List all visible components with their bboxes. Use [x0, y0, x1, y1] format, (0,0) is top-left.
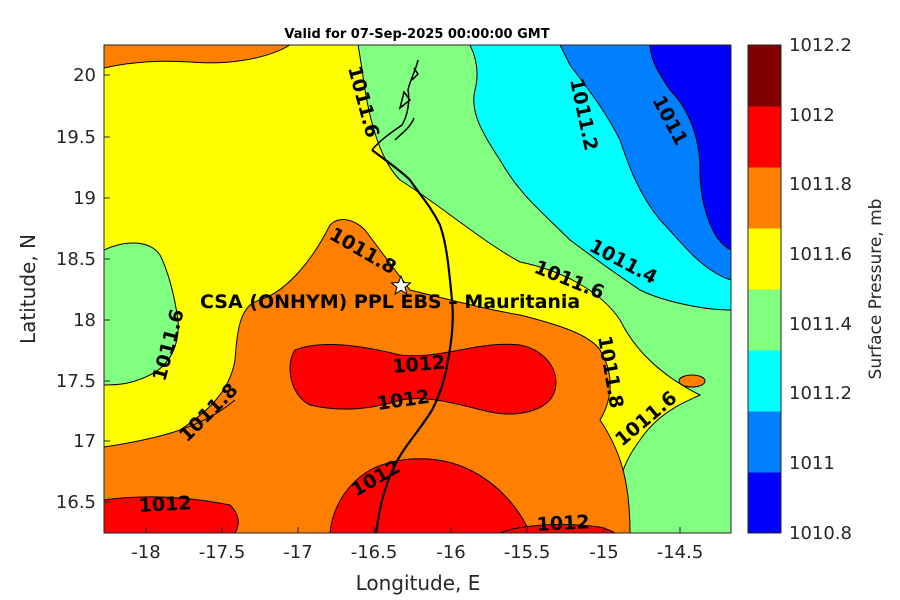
contour-label: 1012: [392, 351, 447, 378]
colorbar-tick-label: 1011: [789, 453, 835, 474]
colorbar-tick-label: 1011.4: [789, 314, 852, 335]
region-red-central: [289, 343, 557, 415]
x-tick-label: -17: [283, 542, 312, 563]
colorbar-swatch: [748, 411, 781, 473]
y-axis: 20 19.5 19 18.5 18 17.5 17 16.5 Latitude…: [16, 65, 110, 513]
contour-line-1011-8-south: [104, 399, 236, 448]
contour-label: 1012: [536, 511, 590, 536]
y-tick-label: 17: [73, 431, 96, 452]
colorbar-swatch: [748, 45, 781, 107]
site-label: CSA (ONHYM) PPL EBS – Mauritania: [200, 291, 580, 313]
region-red-southeast: [499, 524, 616, 533]
colorbar-swatch: [748, 289, 781, 351]
y-tick-label: 19.5: [56, 127, 96, 148]
region-orange-small-east: [678, 374, 706, 388]
colorbar-swatches: [748, 45, 781, 534]
region-red-southwest: [104, 496, 239, 533]
x-tick-label: -16.5: [351, 542, 398, 563]
x-tick-label: -17.5: [199, 542, 246, 563]
x-tick-label: -14.5: [657, 542, 704, 563]
coastline-banc-arguin: [371, 59, 419, 151]
colorbar-swatch: [748, 167, 781, 229]
x-tick-label: -15.5: [504, 542, 551, 563]
y-tick-label: 18.5: [56, 249, 96, 270]
colorbar-tick-label: 1011.6: [789, 244, 852, 265]
map-title: Valid for 07-Sep-2025 00:00:00 GMT: [284, 27, 549, 42]
colorbar-tick-label: 1011.2: [789, 383, 852, 404]
x-tick-label: -15: [589, 542, 618, 563]
y-axis-label: Latitude, N: [16, 234, 40, 344]
x-tick-label: -18: [131, 542, 160, 563]
colorbar-swatch: [748, 228, 781, 290]
region-darkblue: [649, 45, 731, 251]
colorbar-tick-label: 1012.2: [789, 35, 852, 56]
colorbar: 1012.2 1012 1011.8 1011.6 1011.4 1011.2 …: [747, 35, 886, 544]
x-axis-label: Longitude, E: [356, 571, 481, 595]
colorbar-label: Surface Pressure, mb: [866, 199, 886, 380]
y-tick-label: 16.5: [56, 492, 96, 513]
x-axis: -18 -17.5 -17 -16.5 -16 -15.5 -15 -14.5 …: [131, 527, 703, 595]
colorbar-tick-label: 1011.8: [789, 174, 852, 195]
colorbar-tick-label: 1010.8: [789, 523, 852, 544]
pressure-map: [104, 45, 731, 533]
colorbar-swatch: [748, 350, 781, 412]
colorbar-tick-label: 1012: [789, 105, 835, 126]
colorbar-swatch: [748, 106, 781, 168]
y-tick-label: 18: [73, 310, 96, 331]
x-tick-label: -16: [436, 542, 465, 563]
y-tick-label: 20: [73, 65, 96, 86]
region-green-west: [104, 242, 179, 386]
colorbar-swatch: [748, 472, 781, 534]
region-orange-topleft: [104, 45, 291, 69]
y-tick-label: 17.5: [56, 371, 96, 392]
coastline: [371, 149, 454, 533]
y-tick-label: 19: [73, 188, 96, 209]
map-frame: [103, 44, 732, 534]
colorbar-frame: [747, 44, 782, 534]
contour-label: 1012: [138, 492, 192, 517]
contour-line-1011-8-southeast: [599, 419, 631, 533]
star-icon: [390, 274, 412, 296]
